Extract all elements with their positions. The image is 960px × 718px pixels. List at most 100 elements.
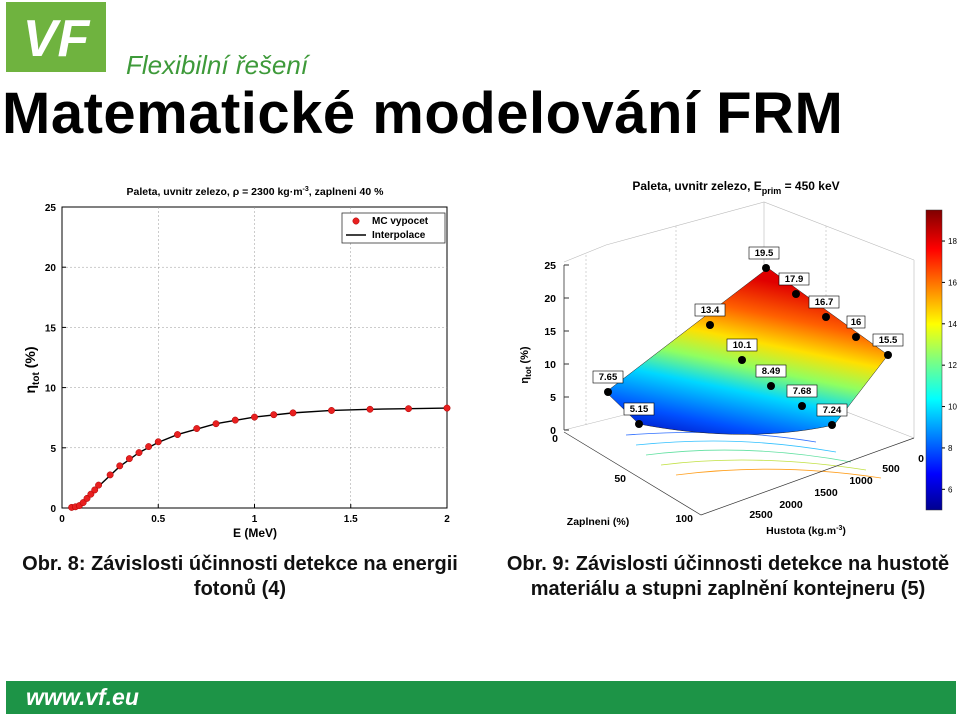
chart2-colorbar-label: 6 [948, 485, 953, 494]
chart1-xtick-label: 2 [444, 514, 450, 525]
chart2-floor-axes [563, 431, 915, 516]
logo-text: VF [23, 10, 91, 68]
chart2-xtick-label: 50 [614, 473, 626, 485]
chart2-point-label-box [846, 315, 866, 329]
chart2-point [884, 351, 892, 359]
chart1-mc-point [174, 431, 181, 439]
chart2-y-ticks: 0 500 1000 1500 2000 2500 [749, 453, 924, 521]
chart2-point-label-box [726, 338, 758, 352]
chart2-point-label-box [592, 370, 624, 384]
chart2-colorbar-label: 10 [948, 403, 957, 412]
chart1-mc-point [270, 411, 278, 419]
chart2-ztick-label: 10 [544, 359, 556, 371]
chart1-mc-point [106, 471, 114, 479]
chart2-ztick-label: 25 [544, 260, 556, 272]
chart2-ylabel: Hustota (kg.m-3) [766, 525, 846, 537]
chart2-point-label: 7.68 [793, 386, 812, 397]
chart2-point [738, 356, 746, 364]
chart1-mc-point [91, 486, 99, 494]
chart2-point-label-box [816, 403, 848, 417]
chart2-ytick-label: 0 [918, 453, 924, 465]
chart1-mc-point [95, 481, 103, 489]
chart1-mc-point [212, 420, 220, 428]
page-title: Matematické modelování FRM [2, 81, 844, 146]
footer-url[interactable]: www.vf.eu [26, 684, 139, 710]
chart1-xtick-label: 1.5 [344, 514, 358, 525]
chart2-points: 19.5 17.9 16.7 16 15.5 13.4 10.1 8.49 7.68 7.65 7.… [592, 246, 904, 429]
chart2-ztick-label: 5 [550, 392, 556, 404]
efficiency-surface-chart: Paleta, uvnitr zelezo, Eprim = 450 keV 0… [519, 179, 957, 537]
chart2-title: Paleta, uvnitr zelezo, Eprim = 450 keV [632, 179, 839, 196]
chart1-ytick-label: 15 [45, 323, 57, 334]
chart2-point-label: 15.5 [879, 335, 898, 346]
chart2-ytick-label: 2000 [779, 499, 803, 511]
chart2-point-label-box [808, 295, 840, 309]
footer-bar: www.vf.eu [6, 681, 956, 714]
chart1-mc-point [251, 413, 258, 421]
caption-fig8: Obr. 8: Závislosti účinnosti detekce na … [10, 552, 470, 602]
efficiency-energy-chart: Paleta, uvnitr zelezo, ρ = 2300 kg·m-3, … [22, 186, 451, 540]
chart1-xtick-label: 0 [59, 514, 65, 525]
chart1-legend: MC vypocet Interpolace [341, 212, 446, 244]
chart2-point-label: 13.4 [701, 305, 720, 316]
chart1-mc-point [443, 404, 451, 412]
chart2-colorbar-label: 18 [948, 237, 957, 246]
chart2-colorbar-label: 16 [948, 278, 957, 287]
caption-fig9-line1: Obr. 9: Závislosti účinnosti detekce na … [506, 553, 950, 575]
chart2-xtick-label: 0 [552, 433, 558, 445]
chart2-xlabel: Zaplneni (%) [567, 516, 629, 528]
chart1-ytick-label: 10 [45, 384, 57, 395]
chart1-mc-point [125, 455, 133, 463]
chart2-colorbar-label: 14 [948, 320, 957, 329]
legend-marker-mc [352, 217, 360, 225]
chart2-colorbar [925, 209, 943, 511]
chart2-z-axis: 0 5 10 15 20 25 [544, 260, 569, 437]
chart2-point-label-box [623, 402, 655, 416]
caption-fig8-line2: fotonů (4) [193, 578, 287, 600]
chart1-xtick-label: 1 [252, 514, 258, 525]
caption-fig8-line1: Obr. 8: Závislosti účinnosti detekce na … [22, 553, 458, 575]
chart2-point [852, 333, 860, 341]
chart2-point-label: 16.7 [815, 297, 834, 308]
chart1-mc-point [135, 449, 143, 457]
chart1-mc-point [193, 425, 201, 432]
chart1-xtick-label: 0.5 [151, 514, 165, 525]
chart1-title: Paleta, uvnitr zelezo, ρ = 2300 kg·m-3, … [127, 186, 385, 198]
chart2-point [604, 388, 612, 396]
chart2-ytick-label: 500 [882, 463, 900, 475]
chart2-point [767, 382, 775, 390]
chart2-point-label-box [748, 246, 780, 260]
chart2-point-label-box [694, 303, 726, 317]
vf-logo: VF [6, 2, 106, 72]
tagline: Flexibilní řešení [126, 50, 309, 80]
chart2-zlabel: ηtot (%) [519, 346, 533, 383]
chart2-point-label: 16 [851, 317, 862, 328]
chart2-colorbar-ticks: 6 8 10 12 14 16 18 [942, 237, 957, 494]
chart2-contours [625, 431, 882, 479]
chart1-mc-point [154, 438, 162, 446]
chart1-mc-point [405, 405, 412, 413]
chart2-colorbar-label: 8 [948, 444, 953, 453]
chart2-point-label-box [755, 364, 787, 378]
chart2-point [762, 264, 770, 272]
chart1-mc-point [145, 443, 153, 451]
chart2-point [635, 420, 643, 428]
chart2-point [828, 421, 836, 429]
caption-fig9: Obr. 9: Závislosti účinnosti detekce na … [496, 552, 960, 602]
chart1-ylabel: ηtot (%) [22, 346, 42, 393]
chart1-mc-point [328, 407, 335, 414]
chart2-point-label: 17.9 [785, 274, 804, 285]
chart1-ytick-label: 20 [45, 263, 57, 274]
chart2-ytick-label: 1000 [849, 475, 873, 487]
chart2-ztick-label: 0 [550, 425, 556, 437]
chart1-mc-point [366, 405, 374, 413]
chart2-ytick-label: 1500 [814, 487, 838, 499]
chart2-point-label: 7.65 [599, 372, 618, 383]
chart2-point [822, 313, 830, 321]
chart1-ytick-label: 25 [45, 203, 57, 214]
chart2-point-label: 5.15 [630, 404, 649, 415]
chart2-point [706, 321, 714, 329]
caption-fig9-line2: materiálu a stupni zaplnění kontejneru (… [530, 578, 926, 600]
chart1-series-mc [68, 404, 451, 511]
